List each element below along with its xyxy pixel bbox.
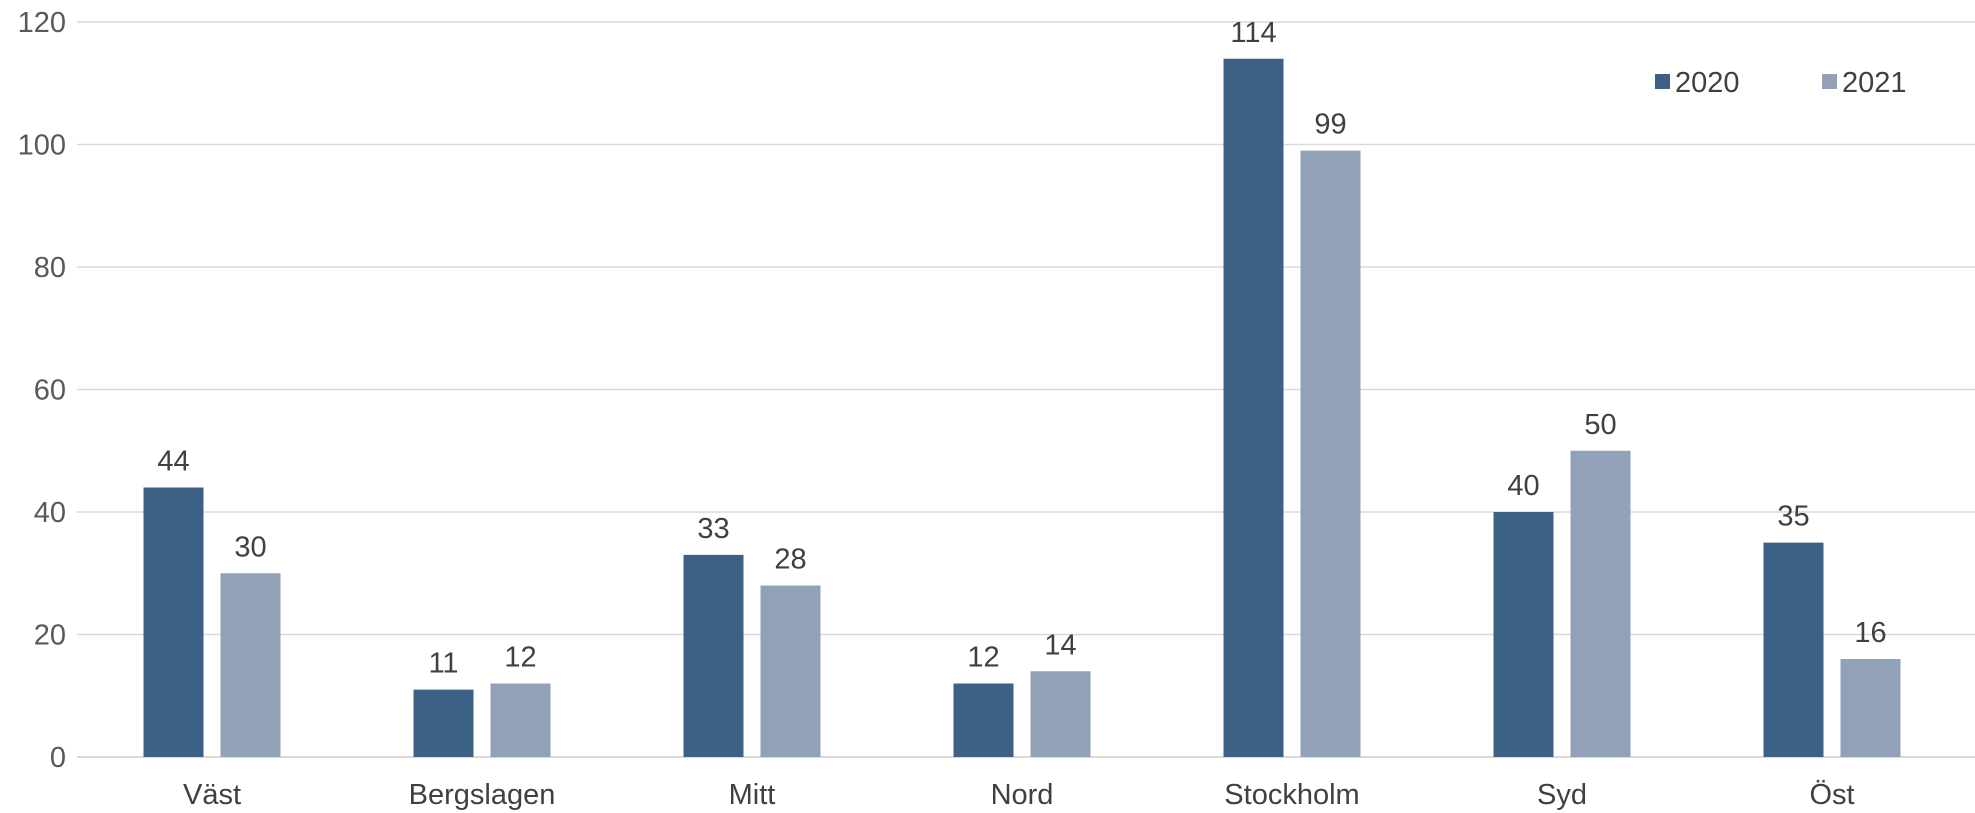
legend: 2020 2021 xyxy=(1655,67,1907,99)
bar-2021-Mitt xyxy=(760,585,821,757)
x-axis: Väst Bergslagen Mitt Nord Stockholm Syd Öst xyxy=(183,779,1855,811)
x-tick-label: Syd xyxy=(1537,779,1587,811)
data-label: 40 xyxy=(1507,470,1539,502)
y-axis: 0 20 40 60 80 100 120 xyxy=(18,7,66,774)
gridlines xyxy=(77,21,1975,758)
y-tick-label: 40 xyxy=(34,497,66,529)
bar-2021-Stockholm xyxy=(1300,150,1361,757)
y-tick-label: 100 xyxy=(18,130,66,162)
data-label: 33 xyxy=(697,513,729,545)
data-label: 114 xyxy=(1230,17,1276,49)
data-label: 30 xyxy=(234,531,266,563)
y-tick-label: 120 xyxy=(18,7,66,39)
bar-2020-Mitt xyxy=(683,554,744,757)
data-label: 16 xyxy=(1854,617,1886,649)
data-labels: 44 30 11 12 33 28 12 14 114 99 40 50 35 16 xyxy=(157,17,1886,680)
bar-2020-Väst xyxy=(143,487,204,757)
legend-label-2021: 2021 xyxy=(1842,67,1907,99)
bars xyxy=(143,58,1901,757)
data-label: 99 xyxy=(1314,109,1346,141)
bar-2020-Nord xyxy=(953,683,1014,757)
x-tick-label: Nord xyxy=(991,779,1054,811)
x-tick-label: Bergslagen xyxy=(409,779,556,811)
bar-2020-Öst xyxy=(1763,542,1824,757)
x-tick-label: Stockholm xyxy=(1224,779,1359,811)
data-label: 11 xyxy=(428,648,458,680)
data-label: 50 xyxy=(1584,409,1616,441)
bar-2021-Öst xyxy=(1840,659,1901,757)
bar-2020-Bergslagen xyxy=(413,689,474,757)
legend-swatch-2020 xyxy=(1655,74,1670,89)
y-tick-label: 60 xyxy=(34,375,66,407)
legend-swatch-2021 xyxy=(1822,74,1837,89)
x-tick-label: Mitt xyxy=(729,779,776,811)
data-label: 14 xyxy=(1044,629,1076,661)
x-tick-label: Väst xyxy=(183,779,241,811)
y-tick-label: 20 xyxy=(34,620,66,652)
data-label: 28 xyxy=(774,544,806,576)
x-tick-label: Öst xyxy=(1809,779,1854,811)
bar-2020-Syd xyxy=(1493,512,1554,757)
y-tick-label: 0 xyxy=(50,742,66,774)
bar-2020-Stockholm xyxy=(1223,58,1284,757)
y-tick-label: 80 xyxy=(34,252,66,284)
bar-2021-Nord xyxy=(1030,671,1091,757)
bar-2021-Väst xyxy=(220,573,281,757)
legend-label-2020: 2020 xyxy=(1675,67,1740,99)
data-label: 44 xyxy=(157,446,189,478)
bar-2021-Bergslagen xyxy=(490,683,551,757)
data-label: 12 xyxy=(967,642,999,674)
data-label: 12 xyxy=(504,642,536,674)
data-label: 35 xyxy=(1777,501,1809,533)
bar-2021-Syd xyxy=(1570,450,1631,757)
